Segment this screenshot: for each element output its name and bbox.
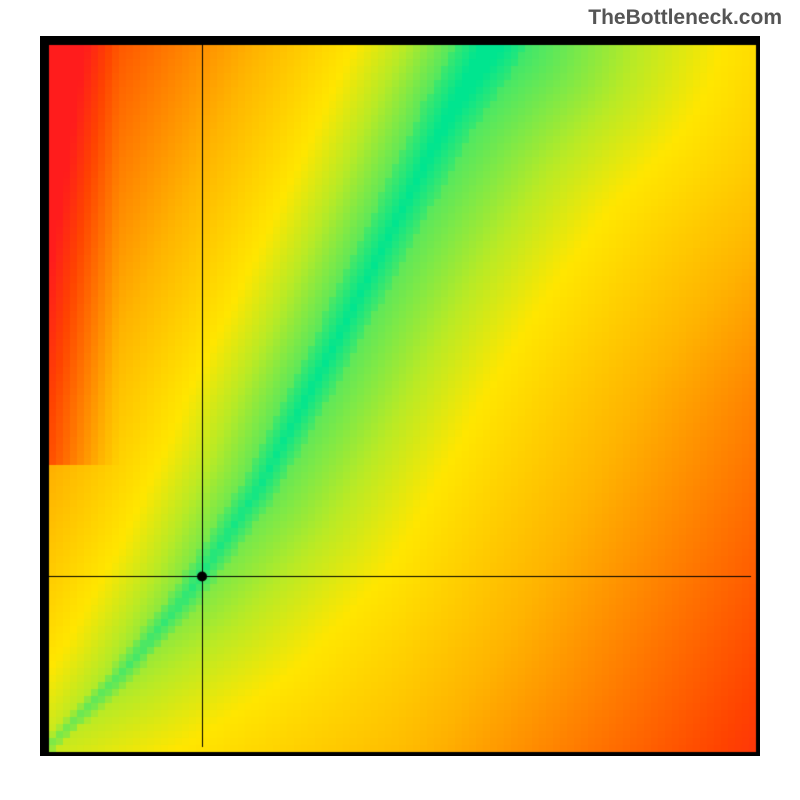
heatmap-canvas	[40, 36, 760, 756]
heatmap-chart	[40, 36, 760, 756]
watermark-text: TheBottleneck.com	[588, 6, 782, 30]
